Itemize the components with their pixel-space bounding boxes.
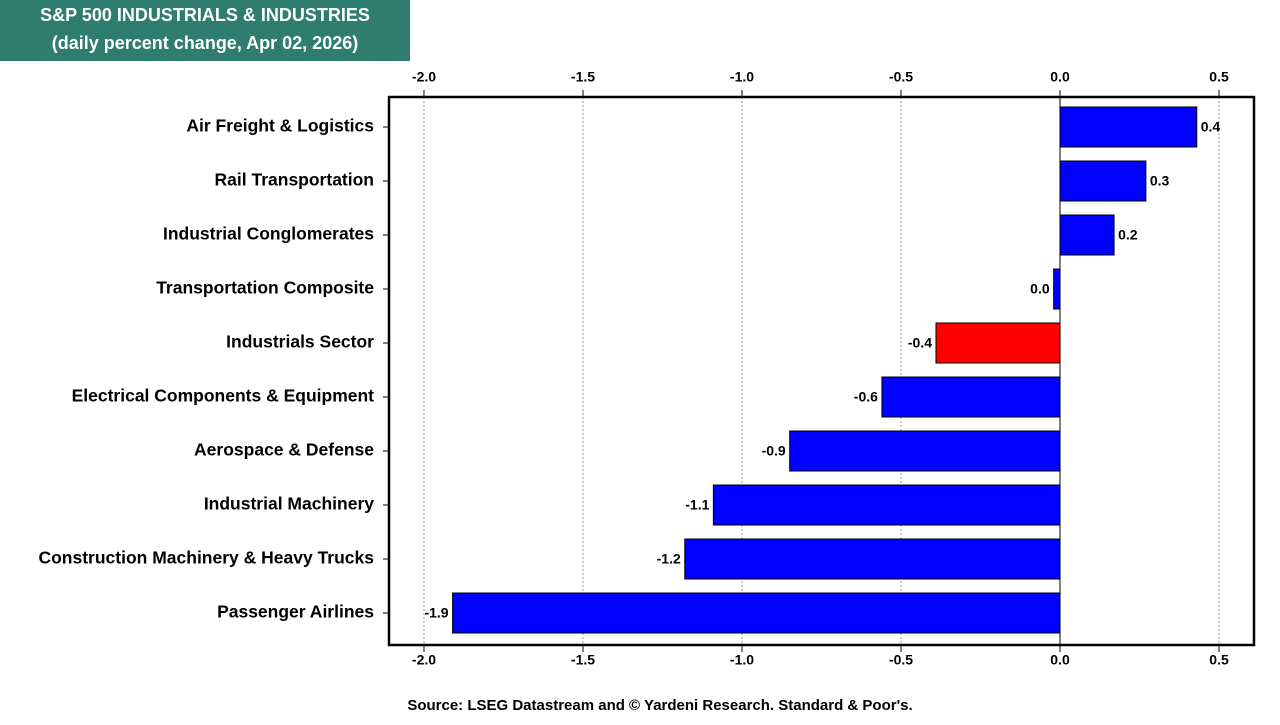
x-tick-label: -0.5 [889,652,913,668]
title-box [0,0,410,61]
value-label: -1.9 [424,605,448,621]
x-tick-label: -2.0 [412,652,436,668]
value-label: -0.9 [762,443,786,459]
value-label: 0.0 [1030,281,1050,297]
y-tick-label: Aerospace & Defense [194,440,374,460]
bar [1059,214,1115,256]
bar [935,322,1061,364]
value-label: -1.1 [685,497,709,513]
y-tick-label: Industrials Sector [226,332,374,352]
x-tick-label: -1.0 [730,652,754,668]
chart-subtitle: (daily percent change, Apr 02, 2026) [52,33,358,53]
x-tick-label: 0.0 [1050,69,1070,85]
x-tick-label: -2.0 [412,69,436,85]
x-tick-label: -1.5 [571,69,595,85]
y-tick-label: Passenger Airlines [217,602,374,622]
x-tick-label: -1.5 [571,652,595,668]
x-tick-label: 0.5 [1209,652,1229,668]
bar [684,538,1061,580]
bar [1059,106,1198,148]
value-label: 0.2 [1118,227,1138,243]
y-tick-label: Construction Machinery & Heavy Trucks [38,548,374,568]
value-label: -0.4 [908,335,932,351]
chart-title: S&P 500 INDUSTRIALS & INDUSTRIES [40,5,370,25]
y-tick-label: Electrical Components & Equipment [72,386,375,406]
source-note: Source: LSEG Datastream and © Yardeni Re… [407,697,912,714]
value-label: -0.6 [854,389,878,405]
value-label: -1.2 [657,551,681,567]
value-label: 0.3 [1150,173,1170,189]
bar [881,376,1061,418]
y-tick-label: Rail Transportation [215,170,374,190]
bar [1059,160,1147,202]
y-tick-label: Industrial Machinery [204,494,374,514]
y-tick-label: Air Freight & Logistics [186,116,374,136]
x-tick-label: 0.0 [1050,652,1070,668]
x-tick-label: 0.5 [1209,69,1229,85]
x-tick-label: -1.0 [730,69,754,85]
bar [1053,268,1061,310]
y-tick-label: Transportation Composite [156,278,374,298]
bar [452,592,1061,634]
bar [712,484,1061,526]
x-tick-label: -0.5 [889,69,913,85]
plot-frame [387,95,1256,647]
bar [789,430,1061,472]
y-tick-label: Industrial Conglomerates [163,224,374,244]
value-label: 0.4 [1201,119,1221,135]
